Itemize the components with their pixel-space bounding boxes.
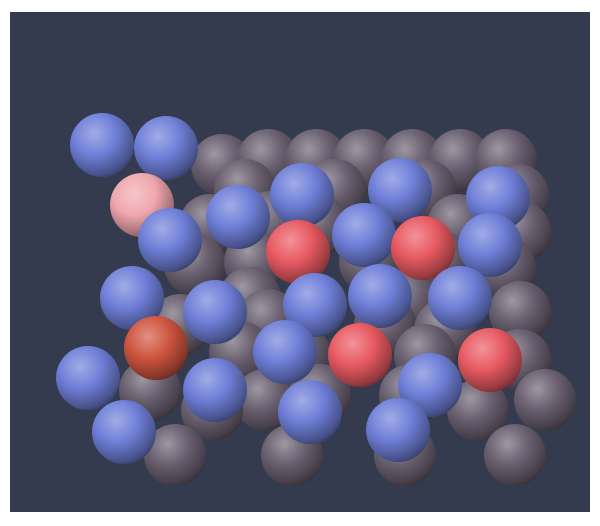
blue-sphere <box>70 113 134 177</box>
colored-sphere-layer <box>56 113 530 464</box>
blue-sphere <box>458 213 522 277</box>
blue-sphere <box>398 353 462 417</box>
red-sphere <box>266 220 330 284</box>
blue-sphere <box>368 158 432 222</box>
blue-sphere <box>183 280 247 344</box>
blue-sphere <box>253 320 317 384</box>
blue-sphere <box>206 185 270 249</box>
red-sphere <box>328 323 392 387</box>
blue-sphere <box>100 266 164 330</box>
blue-sphere <box>466 166 530 230</box>
red-sphere <box>458 328 522 392</box>
red-sphere <box>391 216 455 280</box>
blue-sphere <box>138 208 202 272</box>
blue-sphere <box>270 163 334 227</box>
dark-sphere <box>489 281 551 343</box>
blue-sphere <box>56 346 120 410</box>
rust-sphere <box>124 316 188 380</box>
blue-sphere <box>92 400 156 464</box>
dark-sphere <box>447 379 509 441</box>
blue-sphere <box>428 266 492 330</box>
sphere-scene <box>10 12 590 512</box>
blue-sphere <box>332 203 396 267</box>
sphere-cluster-illustration <box>10 12 590 512</box>
blue-sphere <box>183 358 247 422</box>
blue-sphere <box>348 264 412 328</box>
dark-sphere <box>484 424 546 486</box>
blue-sphere <box>278 380 342 444</box>
blue-sphere <box>283 273 347 337</box>
dark-sphere <box>514 369 576 431</box>
dark-sphere <box>144 424 206 486</box>
blue-sphere <box>134 116 198 180</box>
blue-sphere <box>366 398 430 462</box>
